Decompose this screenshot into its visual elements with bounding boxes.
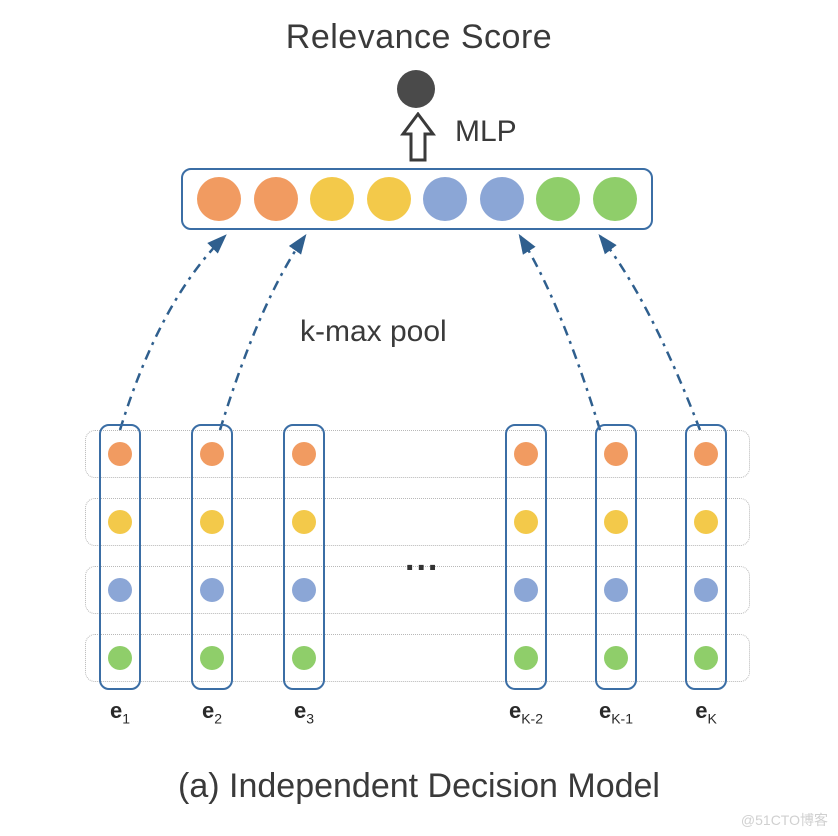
embedding-feature-circle <box>292 578 316 602</box>
pooled-vector-box <box>181 168 653 230</box>
feature-row-box <box>85 498 750 546</box>
embedding-feature-circle <box>604 646 628 670</box>
embedding-feature-circle <box>514 578 538 602</box>
embedding-feature-circle <box>604 510 628 534</box>
embedding-column-label: eK <box>676 698 736 726</box>
mlp-label: MLP <box>455 115 517 149</box>
kmax-pool-arrow <box>120 236 225 430</box>
embedding-column-label: eK-1 <box>586 698 646 726</box>
embedding-feature-circle <box>694 646 718 670</box>
embedding-feature-circle <box>108 510 132 534</box>
pooled-feature-circle <box>480 177 524 221</box>
embedding-column-label: e1 <box>90 698 150 726</box>
feature-row-box <box>85 634 750 682</box>
embedding-feature-circle <box>694 510 718 534</box>
embedding-feature-circle <box>514 442 538 466</box>
embedding-feature-circle <box>108 578 132 602</box>
embedding-feature-circle <box>292 510 316 534</box>
embedding-column-label: e3 <box>274 698 334 726</box>
pooled-feature-circle <box>254 177 298 221</box>
embedding-feature-circle <box>200 646 224 670</box>
relevance-score-node <box>397 70 435 108</box>
embedding-feature-circle <box>200 442 224 466</box>
embedding-column-label: eK-2 <box>496 698 556 726</box>
figure-caption: (a) Independent Decision Model <box>0 767 838 806</box>
embedding-feature-circle <box>108 646 132 670</box>
embedding-feature-circle <box>292 646 316 670</box>
embedding-feature-circle <box>514 510 538 534</box>
embedding-column-label: e2 <box>182 698 242 726</box>
kmax-pool-arrow <box>220 236 305 430</box>
pooled-feature-circle <box>423 177 467 221</box>
embedding-feature-circle <box>200 578 224 602</box>
embedding-feature-circle <box>604 442 628 466</box>
feature-row-box <box>85 430 750 478</box>
kmax-pool-label: k-max pool <box>300 315 447 349</box>
embedding-feature-circle <box>200 510 224 534</box>
ellipsis-label: ... <box>405 540 439 579</box>
embedding-feature-circle <box>514 646 538 670</box>
pooled-feature-circle <box>367 177 411 221</box>
title: Relevance Score <box>0 18 838 57</box>
embedding-feature-circle <box>108 442 132 466</box>
pooled-feature-circle <box>593 177 637 221</box>
mlp-arrow-up-icon <box>399 112 437 169</box>
embedding-feature-circle <box>604 578 628 602</box>
watermark: @51CTO博客 <box>741 810 828 830</box>
embedding-feature-circle <box>694 442 718 466</box>
pooled-feature-circle <box>197 177 241 221</box>
pooled-feature-circle <box>310 177 354 221</box>
embedding-feature-circle <box>694 578 718 602</box>
kmax-pool-arrow <box>600 236 700 430</box>
embedding-feature-circle <box>292 442 316 466</box>
pooled-feature-circle <box>536 177 580 221</box>
kmax-pool-arrow <box>520 236 600 430</box>
